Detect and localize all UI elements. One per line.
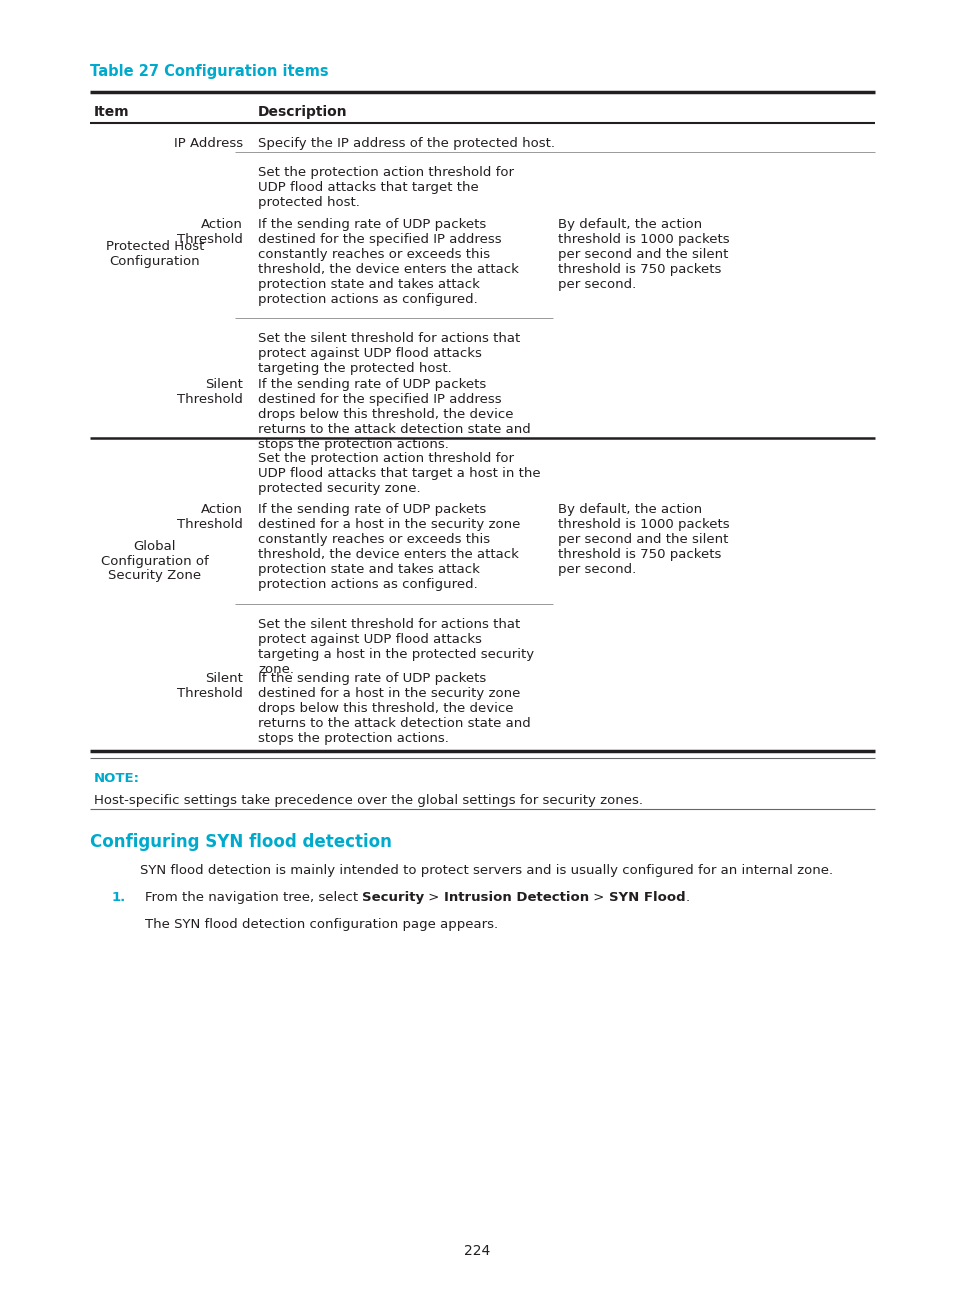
Text: IP Address: IP Address [173,137,243,150]
Text: If the sending rate of UDP packets
destined for the specified IP address
drops b: If the sending rate of UDP packets desti… [257,378,530,451]
Text: .: . [685,892,689,905]
Text: 224: 224 [463,1244,490,1258]
Text: If the sending rate of UDP packets
destined for a host in the security zone
cons: If the sending rate of UDP packets desti… [257,503,519,591]
Text: Global
Configuration of
Security Zone: Global Configuration of Security Zone [101,539,209,582]
Text: Silent
Threshold: Silent Threshold [177,378,243,406]
Text: Intrusion Detection: Intrusion Detection [444,892,589,905]
Text: Set the silent threshold for actions that
protect against UDP flood attacks
targ: Set the silent threshold for actions tha… [257,332,519,375]
Text: SYN Flood: SYN Flood [608,892,685,905]
Text: >: > [589,892,608,905]
Text: By default, the action
threshold is 1000 packets
per second and the silent
thres: By default, the action threshold is 1000… [558,503,729,575]
Text: Description: Description [257,105,347,119]
Text: Host-specific settings take precedence over the global settings for security zon: Host-specific settings take precedence o… [94,794,642,807]
Text: Action
Threshold: Action Threshold [177,218,243,246]
Text: Security: Security [362,892,424,905]
Text: By default, the action
threshold is 1000 packets
per second and the silent
thres: By default, the action threshold is 1000… [558,218,729,292]
Text: 1.: 1. [112,892,126,905]
Text: >: > [424,892,444,905]
Text: If the sending rate of UDP packets
destined for a host in the security zone
drop: If the sending rate of UDP packets desti… [257,673,530,745]
Text: SYN flood detection is mainly intended to protect servers and is usually configu: SYN flood detection is mainly intended t… [140,864,832,877]
Text: Item: Item [94,105,130,119]
Text: Action
Threshold: Action Threshold [177,503,243,531]
Text: Set the protection action threshold for
UDP flood attacks that target the
protec: Set the protection action threshold for … [257,166,514,209]
Text: Set the silent threshold for actions that
protect against UDP flood attacks
targ: Set the silent threshold for actions tha… [257,618,534,677]
Text: The SYN flood detection configuration page appears.: The SYN flood detection configuration pa… [145,918,497,931]
Text: Set the protection action threshold for
UDP flood attacks that target a host in : Set the protection action threshold for … [257,452,540,495]
Text: Silent
Threshold: Silent Threshold [177,673,243,700]
Text: Configuring SYN flood detection: Configuring SYN flood detection [90,833,392,851]
Text: Protected Host
Configuration: Protected Host Configuration [106,240,204,268]
Text: From the navigation tree, select: From the navigation tree, select [145,892,362,905]
Text: Specify the IP address of the protected host.: Specify the IP address of the protected … [257,137,555,150]
Text: Table 27 Configuration items: Table 27 Configuration items [90,64,328,79]
Text: NOTE:: NOTE: [94,772,140,785]
Text: If the sending rate of UDP packets
destined for the specified IP address
constan: If the sending rate of UDP packets desti… [257,218,518,306]
